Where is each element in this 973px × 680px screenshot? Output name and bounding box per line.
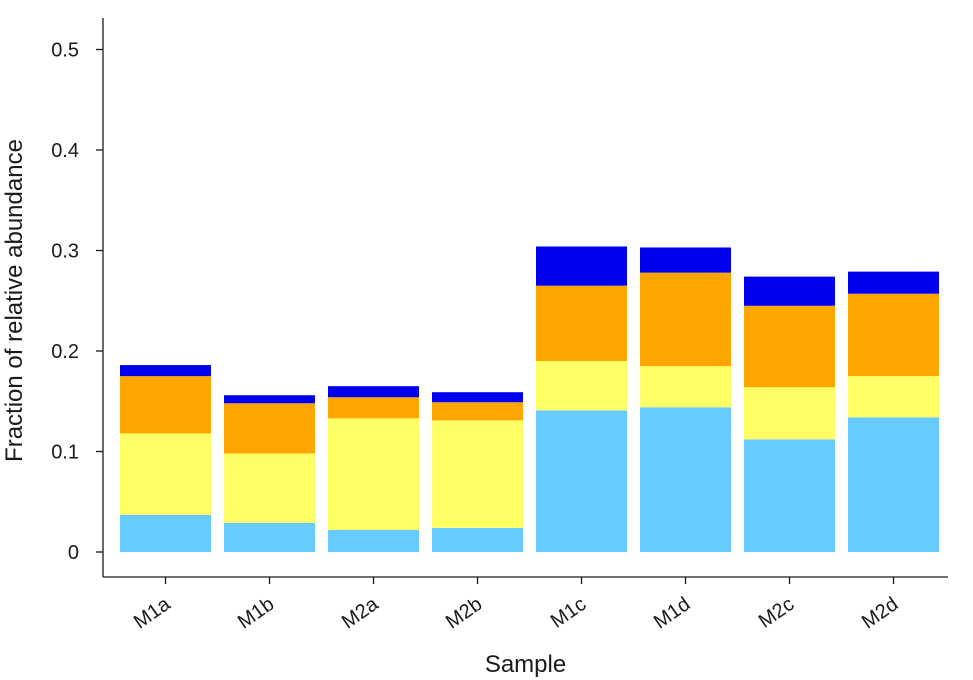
y-axis-ticks: 0 0.1 0.2 0.3 0.4 0.5 <box>51 40 103 564</box>
bar-segment <box>744 439 835 552</box>
bar-segment <box>328 386 419 398</box>
x-tick-label: M2c <box>755 593 799 633</box>
y-tick-label: 0.4 <box>51 140 79 162</box>
bar-segment <box>120 365 211 377</box>
y-tick-label: 0 <box>68 542 79 564</box>
bar-segment <box>640 247 731 273</box>
x-axis-ticks: M1a M1b M2a M2b M1c M1d M2c M2d <box>130 577 902 633</box>
bar-segment <box>536 285 627 362</box>
bar-segment <box>328 529 419 552</box>
x-tick-label: M1d <box>650 593 694 633</box>
x-tick-label: M1a <box>130 593 175 634</box>
bar-segment <box>744 276 835 306</box>
bar-segment <box>328 418 419 530</box>
bars-layer <box>120 246 939 552</box>
x-axis-title: Sample <box>485 651 566 678</box>
bar-segment <box>848 376 939 418</box>
y-tick-label: 0.2 <box>51 341 79 363</box>
bar-segment <box>848 417 939 552</box>
x-tick-label: M1c <box>547 593 591 633</box>
bar-segment <box>848 293 939 377</box>
y-tick-label: 0.3 <box>51 241 79 263</box>
x-tick-label: M1b <box>234 593 278 633</box>
bar-segment <box>328 397 419 419</box>
x-tick-label: M2b <box>442 593 486 633</box>
bar-segment <box>120 433 211 515</box>
bar-segment <box>640 366 731 408</box>
y-axis-title: Fraction of relative abundance <box>1 139 28 462</box>
bar-segment <box>536 246 627 286</box>
bar-segment <box>536 361 627 411</box>
bar-segment <box>536 410 627 552</box>
x-tick-label: M2d <box>858 593 902 633</box>
bar-segment <box>224 395 315 404</box>
y-tick-label: 0.1 <box>51 442 79 464</box>
bar-segment <box>432 420 523 528</box>
bar-segment <box>224 453 315 523</box>
bar-segment <box>744 305 835 388</box>
bar-segment <box>432 402 523 421</box>
bar-segment <box>432 527 523 552</box>
bar-segment <box>120 376 211 434</box>
bar-segment <box>432 392 523 403</box>
bar-segment <box>640 407 731 552</box>
bar-segment <box>744 387 835 440</box>
bar-segment <box>224 403 315 454</box>
bar-segment <box>120 514 211 552</box>
x-tick-label: M2a <box>338 593 383 634</box>
bar-segment <box>224 522 315 552</box>
y-tick-label: 0.5 <box>51 40 79 62</box>
bar-segment <box>640 272 731 367</box>
bar-segment <box>848 271 939 294</box>
